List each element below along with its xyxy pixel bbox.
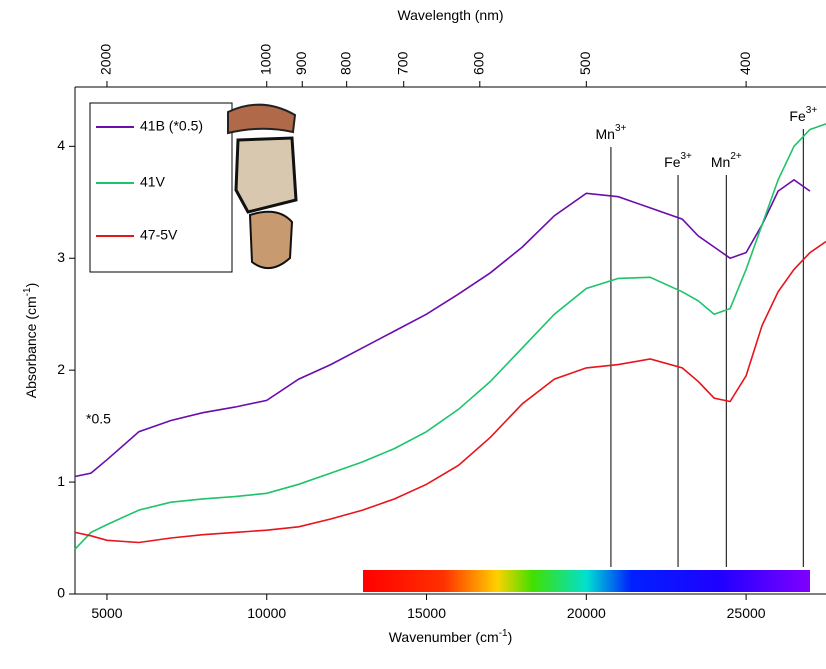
x2-tick-label: 1000 <box>257 44 273 75</box>
x-axis-title-end: ) <box>508 629 513 645</box>
y-tick-label: 3 <box>57 249 65 265</box>
x2-tick-label: 400 <box>737 51 753 75</box>
annotation-text: Mn <box>711 154 730 170</box>
annotation-sup: 2+ <box>730 151 742 162</box>
x2-tick-label: 2000 <box>98 44 114 75</box>
legend-label: 47-5V <box>140 227 178 243</box>
annotation-label: Fe3+ <box>789 105 817 124</box>
legend-label: 41V <box>140 174 166 190</box>
y-axis-title-end: ) <box>23 283 39 288</box>
annotation-text: Fe <box>664 154 681 170</box>
legend-label: 41B (*0.5) <box>140 118 203 134</box>
y-axis-title: Absorbance (cm-1) <box>22 283 39 399</box>
annotation-text: Mn <box>595 126 614 142</box>
x-axis-title-sup: -1 <box>499 628 508 639</box>
scale-note: *0.5 <box>86 411 111 427</box>
x2-tick-label: 700 <box>394 51 410 75</box>
y-axis-title-text: Absorbance (cm <box>23 296 39 398</box>
annotation-sup: 3+ <box>615 123 627 134</box>
y-axis-title-sup: -1 <box>22 287 33 296</box>
x-tick-label: 25000 <box>727 605 766 621</box>
x2-tick-label: 800 <box>337 51 353 75</box>
glass-image <box>234 136 298 214</box>
y-tick-label: 2 <box>57 361 65 377</box>
y-tick-label: 0 <box>57 585 65 601</box>
annotation-label: Fe3+ <box>664 151 692 170</box>
x-axis-title: Wavenumber (cm-1) <box>389 628 513 645</box>
y-tick-label: 4 <box>57 137 65 153</box>
annotation-label: Mn3+ <box>595 123 626 142</box>
glass-image <box>248 210 294 269</box>
x-tick-label: 5000 <box>91 605 122 621</box>
x-tick-label: 20000 <box>567 605 606 621</box>
series-line <box>74 123 826 550</box>
glass-image <box>227 103 297 135</box>
legend: 41B (*0.5) 41V 47-5V <box>89 102 298 273</box>
x2-tick-label: 900 <box>293 51 309 75</box>
series-line <box>74 178 811 478</box>
spectrum-bar <box>363 570 810 592</box>
x-axis-title-text: Wavenumber (cm <box>389 629 499 645</box>
legend-frame <box>89 102 233 273</box>
x2-tick-label: 500 <box>577 51 593 75</box>
annotation-label: Mn2+ <box>711 151 742 170</box>
x2-axis-title: Wavelength (nm) <box>397 7 503 23</box>
series-line <box>74 240 826 544</box>
x-tick-label: 15000 <box>407 605 446 621</box>
annotation-sup: 3+ <box>681 151 693 162</box>
annotation-sup: 3+ <box>806 105 818 116</box>
x2-tick-label: 600 <box>470 51 486 75</box>
annotation-text: Fe <box>789 108 806 124</box>
x-tick-label: 10000 <box>247 605 286 621</box>
y-tick-label: 1 <box>57 473 65 489</box>
